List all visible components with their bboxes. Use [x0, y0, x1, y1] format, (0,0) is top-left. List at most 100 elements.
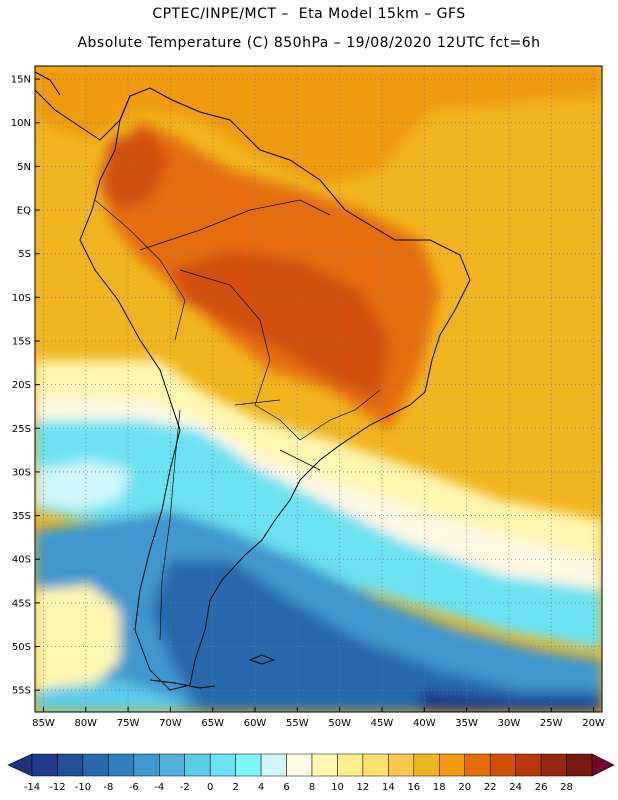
lon-tick-label: 60W [244, 718, 267, 729]
colorbar-label: 28 [560, 782, 573, 793]
colorbar-under-arrow [7, 753, 33, 777]
colorbar-label: -2 [180, 782, 190, 793]
colorbar-labels: -14 -12 -10 -8 -6 -4 -2 0 2 4 6 8 10 12 14 16 18 20 22 24 26… [24, 782, 573, 793]
field-pale-band [35, 360, 602, 560]
lon-tick-label: 85W [32, 718, 55, 729]
lon-tick-label: 25W [540, 718, 563, 729]
lon-tick-label: 75W [117, 718, 140, 729]
colorbar-label: 24 [509, 782, 522, 793]
andean-borders [94, 199, 201, 341]
lon-tick-label: 70W [159, 718, 182, 729]
lat-tick-label: 10S [12, 293, 31, 304]
colorbar-swatch [464, 753, 491, 777]
colorbar-swatch [439, 753, 465, 777]
colorbar-label: 2 [232, 782, 238, 793]
lon-tick-label: 45W [371, 718, 394, 729]
lat-tick-label: 30S [12, 467, 31, 478]
south-america-outline [79, 87, 471, 691]
field-warm-pocket [35, 585, 120, 690]
lon-tick-label: 55W [286, 718, 309, 729]
colorbar-swatch [57, 753, 84, 777]
field-sw-cyan [35, 680, 180, 712]
colorbar-swatch [184, 753, 211, 777]
lat-tick-label: 5S [18, 249, 31, 260]
lat-tick-label: 45S [12, 598, 31, 609]
country-borders [94, 199, 381, 641]
central-america-outline [35, 71, 131, 141]
lat-tick-label: 25S [12, 424, 31, 435]
field-north-orange [35, 66, 602, 185]
colorbar-swatch [235, 753, 262, 777]
lon-tick-label: 35W [455, 718, 478, 729]
field-hottest-core [170, 250, 390, 400]
field-blue-deep [150, 560, 602, 712]
colorbar-swatch [108, 753, 135, 777]
colorbar-label: 12 [357, 782, 370, 793]
colorbar-swatch [82, 753, 109, 777]
lat-tick-label: 50S [12, 642, 31, 653]
tierra-del-fuego [149, 679, 216, 689]
lon-tick-label: 50W [328, 718, 351, 729]
colorbar-swatch [566, 753, 593, 777]
lat-tick-label: 35S [12, 511, 31, 522]
title-line-2: Absolute Temperature (C) 850hPa – 19/08/… [77, 35, 541, 51]
lat-tick-label: 5N [17, 162, 31, 173]
colorbar-label: 6 [283, 782, 289, 793]
southern-cone-border [159, 409, 181, 641]
falklands-outline [248, 654, 276, 665]
colorbar-swatch [31, 753, 58, 777]
colorbar-swatch [540, 753, 567, 777]
colorbar-swatch [133, 753, 160, 777]
colorbar [7, 753, 615, 777]
lon-tick-label: 40W [413, 718, 436, 729]
field-andes-hot [100, 130, 170, 210]
colorbar-label: 14 [382, 782, 395, 793]
colorbar-over-arrow [591, 753, 615, 777]
lat-tick-label: 15N [11, 75, 31, 86]
field-light-cyan [35, 460, 130, 510]
colorbar-label: 22 [484, 782, 497, 793]
colorbar-swatch [362, 753, 389, 777]
colorbar-swatch [413, 753, 440, 777]
lon-tick-label: 30W [498, 718, 521, 729]
colorbar-label: 0 [207, 782, 213, 793]
colorbar-label: -12 [49, 782, 65, 793]
colorbar-swatch [388, 753, 415, 777]
lat-tick-label: 15S [12, 336, 31, 347]
lat-tick-label: 10N [11, 118, 31, 129]
field-cyan-front [35, 420, 602, 650]
colorbar-swatch [286, 753, 313, 777]
latitude-labels: 15N 10N 5N EQ 5S 10S 15S 20S 25S 30S 35S 40S 45S 50S 5… [11, 75, 40, 697]
colorbar-label: 18 [433, 782, 446, 793]
title-line-1: CPTEC/INPE/MCT – Eta Model 15km – GFS [152, 6, 466, 22]
colorbar-swatch [489, 753, 516, 777]
colorbar-swatch [337, 753, 364, 777]
colorbar-swatch [159, 753, 185, 777]
colorbar-label: 16 [407, 782, 420, 793]
colorbar-swatch [260, 753, 287, 777]
colorbar-label: -8 [103, 782, 113, 793]
colorbar-label: 10 [331, 782, 344, 793]
longitude-labels: 85W 80W 75W 70W 65W 60W 55W 50W 45W 40W 35W 30W 25W 2… [32, 707, 605, 729]
lat-tick-label: 55S [12, 686, 31, 697]
lat-tick-label: EQ [17, 206, 31, 217]
lon-tick-label: 65W [201, 718, 224, 729]
colorbar-label: 26 [535, 782, 548, 793]
lat-tick-label: 20S [12, 380, 31, 391]
colorbar-label: 4 [258, 782, 264, 793]
temperature-field [35, 66, 602, 712]
colorbar-label: -6 [129, 782, 139, 793]
lat-tick-label: 40S [12, 555, 31, 566]
field-blue-darkest [420, 690, 602, 712]
colorbar-swatch [209, 753, 236, 777]
colorbar-label: -4 [154, 782, 164, 793]
coastline [35, 71, 471, 691]
colorbar-swatch [311, 753, 338, 777]
colorbar-label: 8 [309, 782, 315, 793]
colorbar-label: -10 [75, 782, 91, 793]
colorbar-swatch [515, 753, 542, 777]
graticule [35, 66, 602, 712]
map-frame [34, 65, 603, 713]
uruguay-border [279, 449, 321, 471]
